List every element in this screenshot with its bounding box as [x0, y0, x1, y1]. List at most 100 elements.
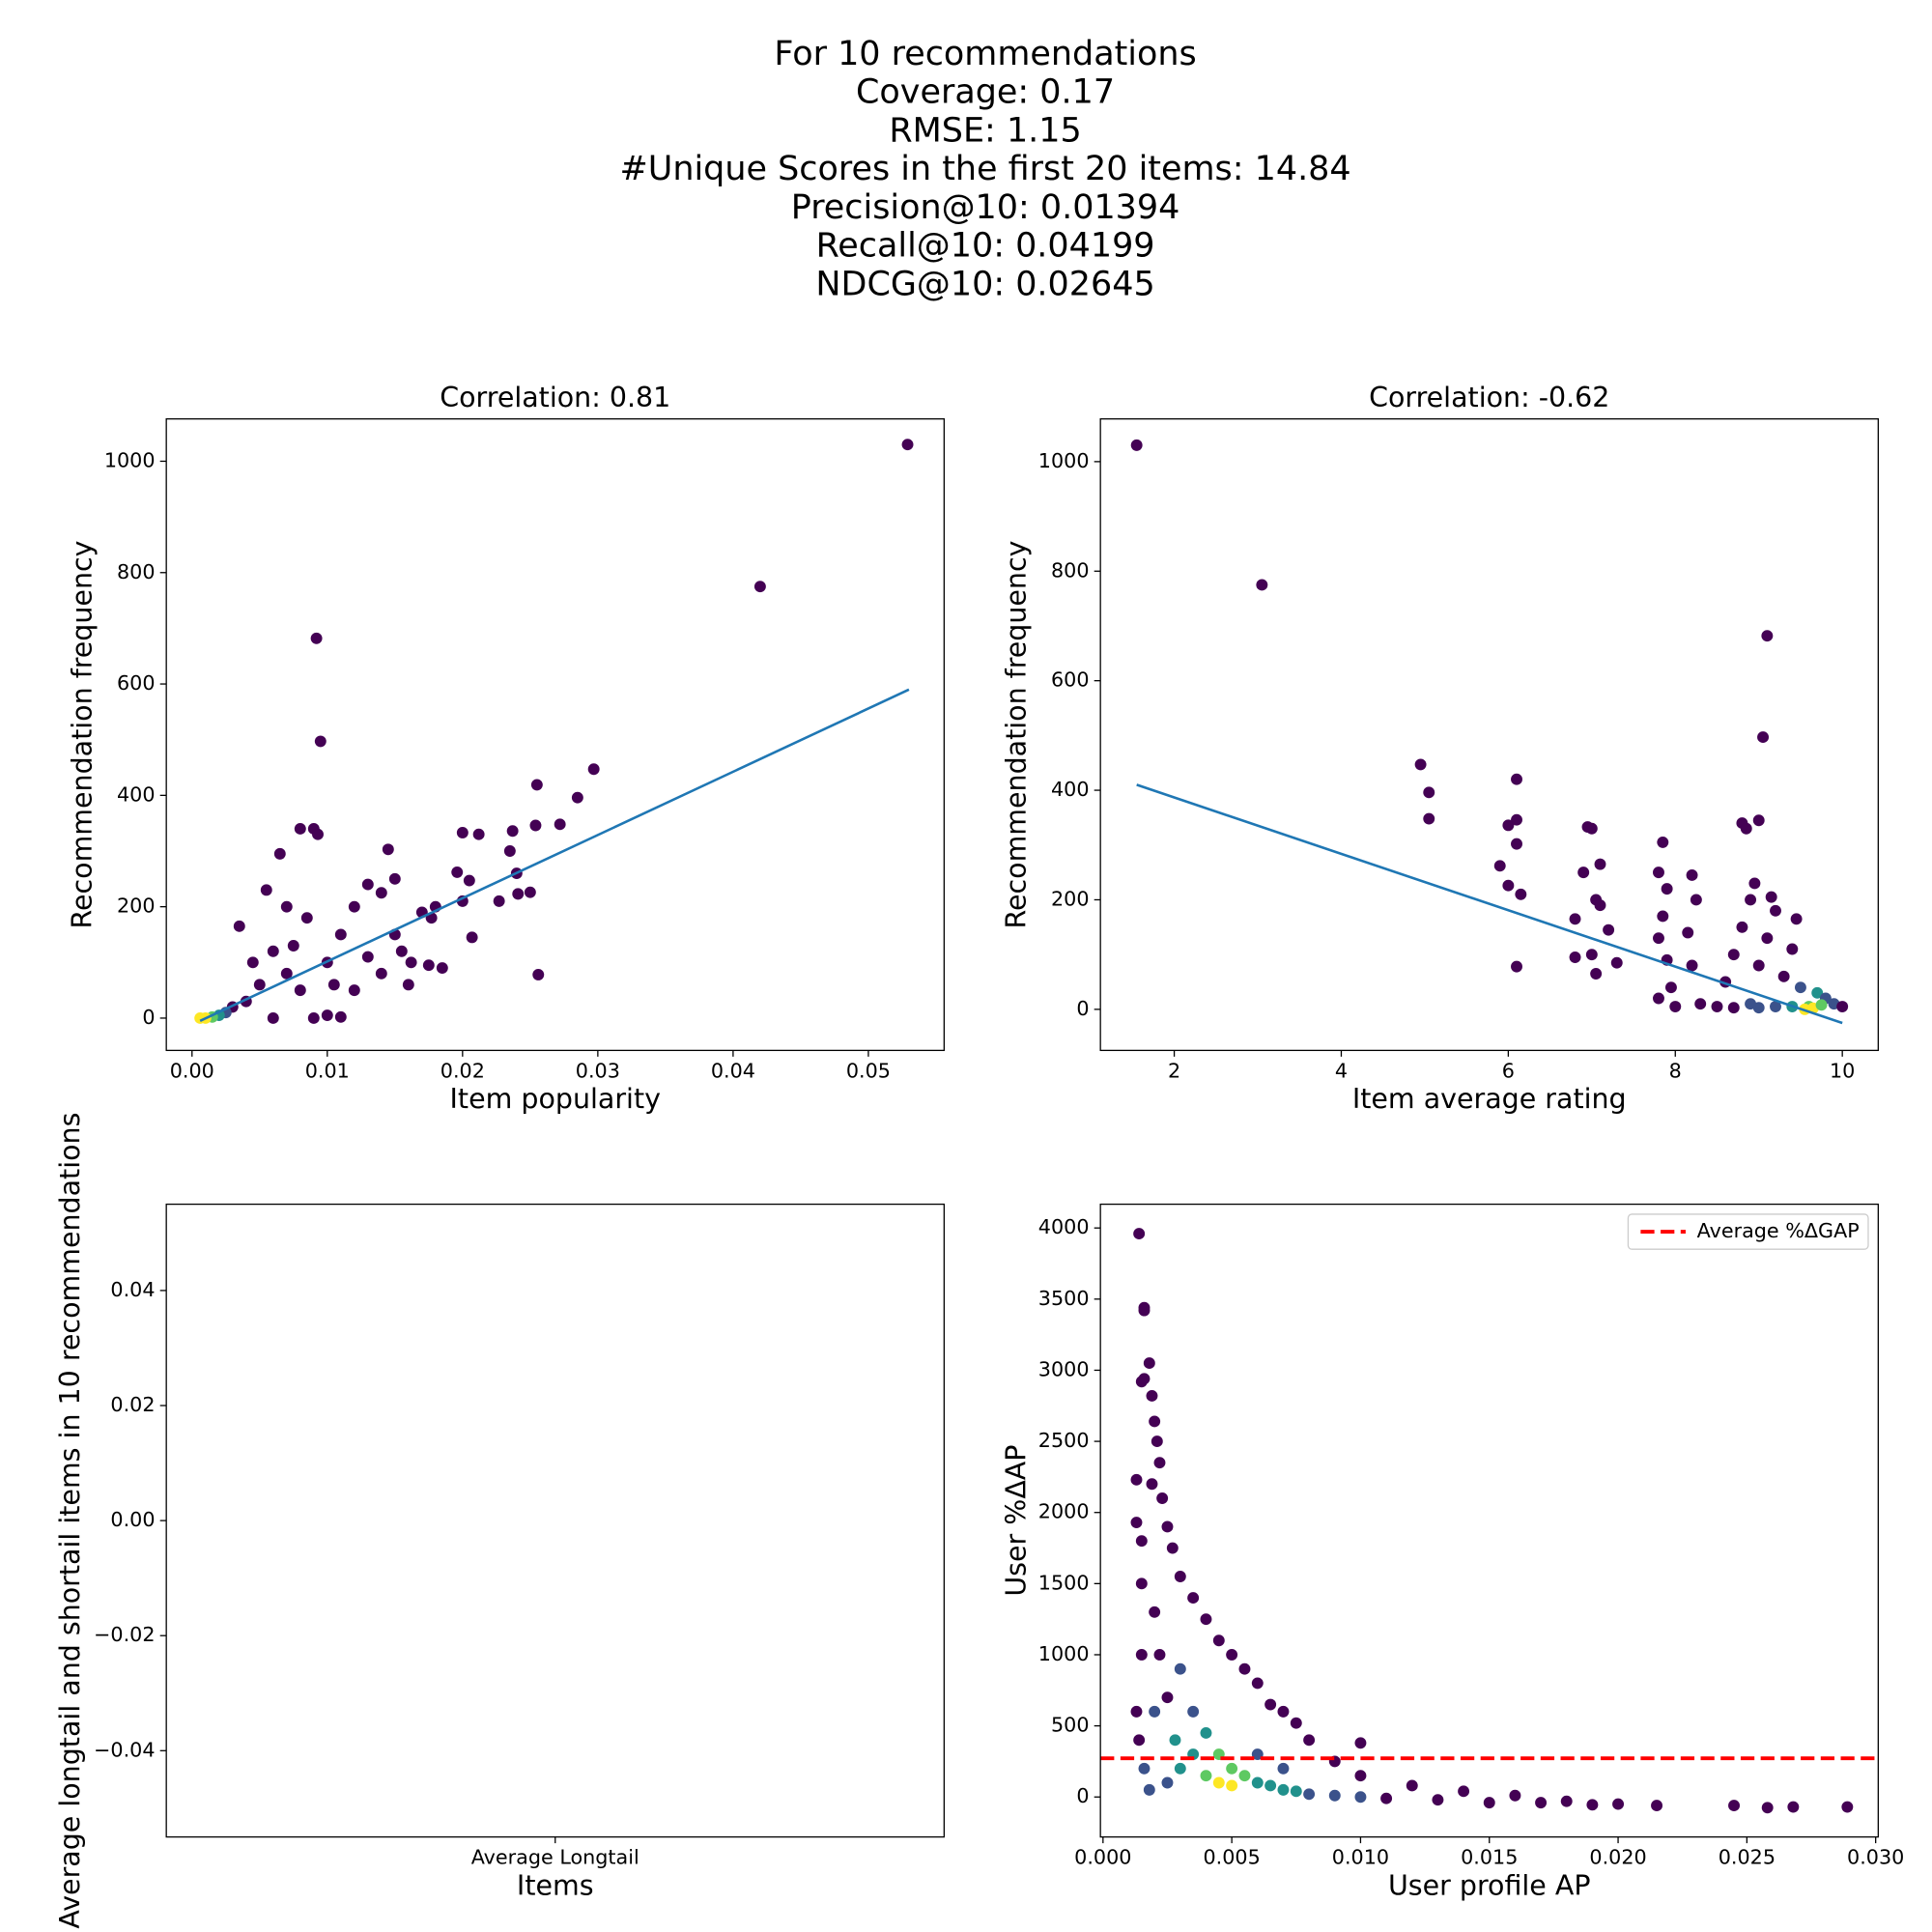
point: [1256, 579, 1268, 591]
point: [1586, 1799, 1599, 1811]
point: [1153, 1457, 1166, 1469]
point: [321, 1009, 333, 1022]
point: [1740, 822, 1752, 835]
point: [1669, 1001, 1682, 1012]
point: [901, 439, 914, 451]
point: [1770, 904, 1781, 917]
x-tick-label: 0.05: [846, 1059, 891, 1082]
point: [1815, 999, 1828, 1011]
point: [571, 791, 583, 804]
point: [1765, 891, 1777, 903]
point: [1502, 819, 1515, 832]
point: [300, 912, 313, 924]
y-tick-label: 2500: [1038, 1429, 1090, 1452]
point: [1603, 923, 1615, 936]
point: [1161, 1776, 1174, 1789]
point: [1686, 868, 1698, 881]
point: [1761, 1802, 1774, 1814]
point: [348, 900, 360, 913]
point: [1133, 1228, 1146, 1240]
point: [1138, 1304, 1151, 1317]
point: [361, 951, 374, 963]
point: [1200, 1613, 1212, 1626]
point: [1264, 1698, 1277, 1711]
y-axis-label: Recommendation frequency: [1001, 541, 1033, 929]
suptitle: NDCG@10: 0.02645: [815, 265, 1154, 303]
point: [1511, 838, 1522, 850]
point: [1777, 970, 1790, 982]
x-tick-label: 2: [1168, 1059, 1180, 1082]
y-tick-label: 600: [1051, 668, 1090, 692]
point: [1661, 883, 1673, 895]
point: [1277, 1705, 1290, 1718]
point: [1414, 758, 1427, 771]
point: [1577, 867, 1590, 879]
point: [1264, 1779, 1277, 1792]
point: [1511, 773, 1522, 785]
point: [1169, 1734, 1181, 1747]
point: [1130, 439, 1143, 451]
y-tick-label: 4000: [1038, 1215, 1090, 1238]
point: [1752, 814, 1765, 827]
axes-frame: [165, 418, 945, 1052]
suptitle: #Unique Scores in the first 20 items: 14…: [619, 150, 1350, 188]
x-tick-label: 0.01: [305, 1059, 350, 1082]
point: [1212, 1634, 1225, 1647]
point: [361, 878, 374, 891]
fit-line: [1136, 783, 1843, 1025]
point: [1380, 1792, 1393, 1804]
y-axis-label: User %ΔAP: [1001, 1445, 1033, 1597]
point: [1226, 1762, 1238, 1775]
point: [1149, 1705, 1161, 1718]
point: [1502, 879, 1515, 892]
axes-title: Correlation: 0.81: [440, 382, 670, 413]
y-tick-label: 1500: [1038, 1571, 1090, 1594]
x-axis-label: Item average rating: [1352, 1083, 1627, 1115]
point: [1432, 1794, 1444, 1806]
y-tick-label: 0.04: [110, 1278, 155, 1301]
point: [503, 845, 516, 857]
x-tick-label: 4: [1335, 1059, 1348, 1082]
y-tick-label: 400: [117, 782, 156, 806]
y-tick-label: 600: [117, 671, 156, 695]
point: [1727, 949, 1740, 961]
point: [1728, 1800, 1740, 1812]
point: [1585, 822, 1598, 835]
x-tick-label: 0.00: [170, 1059, 214, 1082]
x-tick-label: 0.025: [1719, 1846, 1776, 1869]
point: [1226, 1649, 1238, 1661]
axes-frame: [165, 1203, 945, 1838]
point: [1406, 1779, 1418, 1792]
y-tick-label: 800: [1051, 558, 1090, 582]
point: [1664, 981, 1677, 994]
point: [1511, 960, 1522, 973]
point: [348, 984, 360, 997]
point: [1511, 813, 1522, 826]
point: [1787, 1801, 1800, 1813]
point: [1594, 858, 1606, 870]
y-tick-label: 1000: [1038, 1642, 1090, 1665]
point: [1200, 1770, 1212, 1782]
point: [1727, 1002, 1740, 1014]
y-tick-label: −0.04: [94, 1738, 155, 1761]
point: [1423, 812, 1435, 825]
point: [506, 825, 519, 838]
point: [1786, 943, 1799, 955]
point: [530, 779, 543, 791]
point: [451, 866, 464, 878]
y-tick-label: 1000: [104, 448, 156, 471]
x-tick-label: 0.010: [1332, 1846, 1389, 1869]
y-tick-label: 2000: [1038, 1500, 1090, 1523]
point: [246, 956, 259, 969]
point: [436, 962, 448, 975]
point: [327, 979, 340, 991]
point: [375, 887, 387, 899]
point: [1657, 836, 1669, 848]
point: [1682, 926, 1694, 939]
point: [1458, 1785, 1470, 1798]
point: [1251, 1677, 1264, 1690]
point: [307, 1011, 320, 1024]
point: [1745, 894, 1757, 906]
point: [1423, 786, 1435, 799]
point: [1290, 1785, 1302, 1798]
